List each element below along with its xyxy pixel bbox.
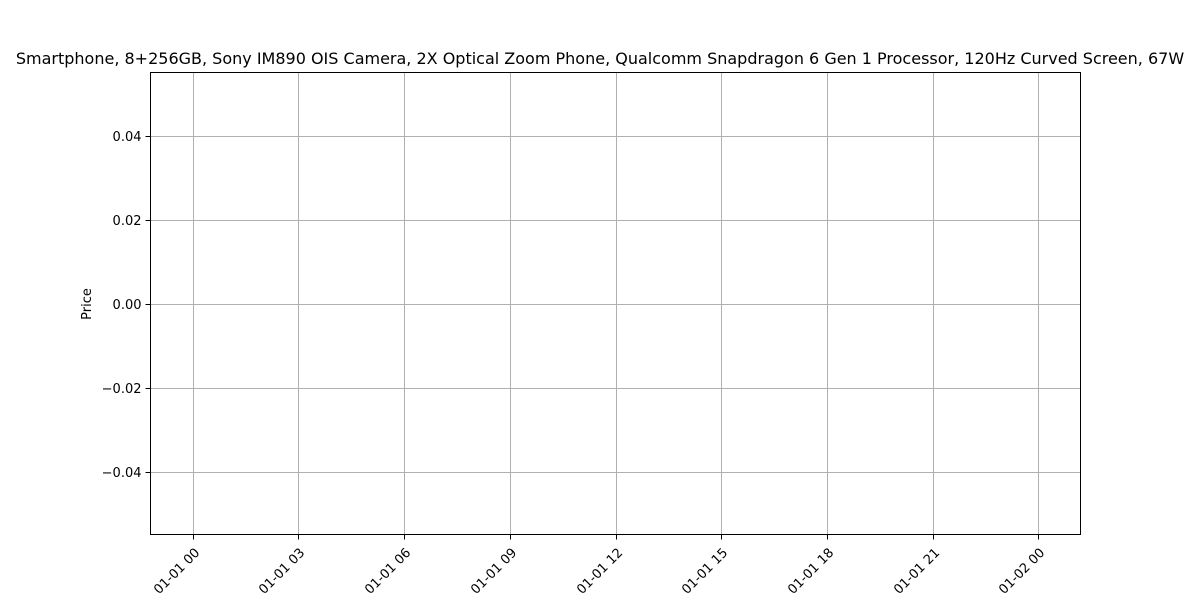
chart-title: Smartphone, 8+256GB, Sony IM890 OIS Came… [16, 49, 1184, 68]
y-axis: 0.04 0.02 0.00 −0.02 −0.04 [102, 130, 151, 481]
y-axis-label: Price [80, 288, 95, 320]
y-tick-label: −0.04 [102, 466, 142, 481]
y-tick-label: 0.02 [113, 214, 142, 229]
x-tick-label: 01-01 06 [362, 546, 414, 598]
x-axis: 01-01 00 01-01 03 01-01 06 01-01 09 01-01 12… [151, 534, 1048, 598]
grid [150, 72, 1081, 535]
x-tick-label: 01-01 09 [468, 546, 520, 598]
y-tick-label: 0.00 [113, 298, 142, 313]
x-tick-label: 01-01 03 [256, 546, 308, 598]
x-tick-label: 01-01 12 [574, 546, 626, 598]
x-tick-label: 01-01 15 [679, 546, 731, 598]
x-tick-label: 01-02 00 [996, 546, 1048, 598]
x-tick-label: 01-01 21 [891, 546, 943, 598]
x-tick-label: 01-01 00 [151, 546, 203, 598]
plot-area [150, 72, 1081, 535]
y-tick-label: −0.02 [102, 382, 142, 397]
x-tick-label: 01-01 18 [785, 546, 837, 598]
y-tick-label: 0.04 [113, 130, 142, 145]
